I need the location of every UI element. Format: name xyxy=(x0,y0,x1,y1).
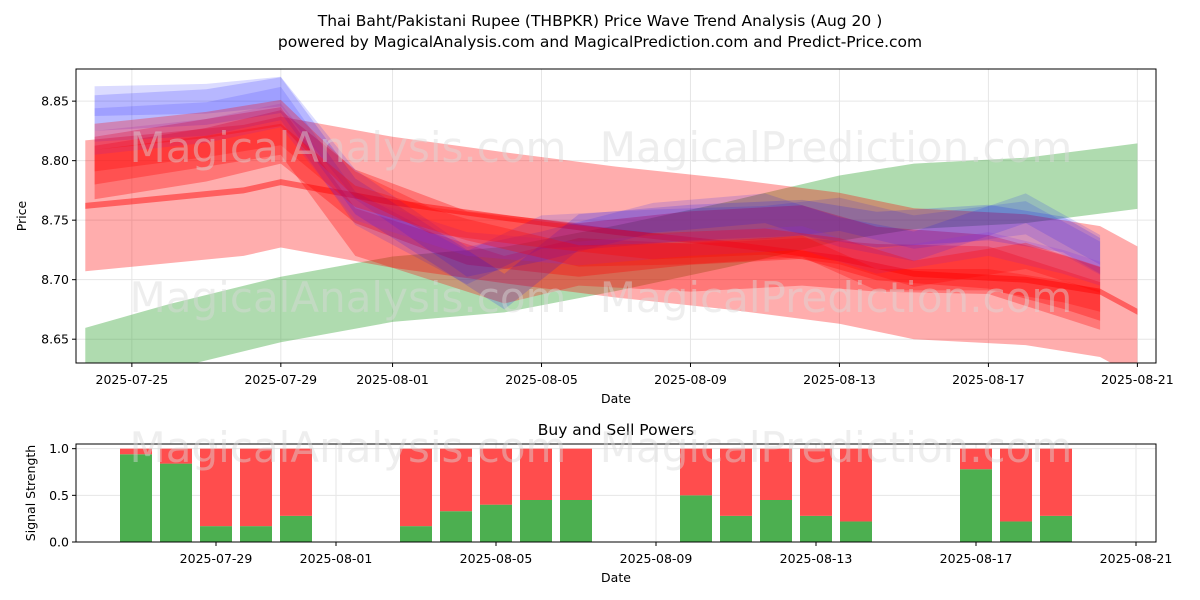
price-band-2 xyxy=(85,179,1138,315)
sell-bar-4 xyxy=(280,448,312,516)
signal-title: Buy and Sell Powers xyxy=(538,421,695,439)
buy-bar-9 xyxy=(560,500,592,542)
buy-bar-2 xyxy=(200,526,232,542)
price-xtick-label-5: 2025-08-13 xyxy=(803,372,876,387)
sell-bar-17 xyxy=(1040,448,1072,516)
buy-bar-17 xyxy=(1040,515,1072,542)
price-xtick-label-0: 2025-07-25 xyxy=(96,372,169,387)
buy-bar-4 xyxy=(280,515,312,542)
sell-bar-9 xyxy=(560,448,592,500)
signal-xtick-label-0: 2025-07-29 xyxy=(180,551,253,566)
buy-bar-15 xyxy=(960,469,992,542)
sell-bar-14 xyxy=(840,448,872,522)
buy-bar-12 xyxy=(760,500,792,542)
buy-bar-5 xyxy=(400,526,432,542)
sell-bar-13 xyxy=(800,448,832,516)
price-ytick-label-2: 8.75 xyxy=(41,213,69,228)
price-xlabel: Date xyxy=(601,391,631,406)
buy-bar-0 xyxy=(120,454,152,542)
price-xtick-label-4: 2025-08-09 xyxy=(654,372,727,387)
price-band-1 xyxy=(85,116,1138,363)
signal-xtick-label-5: 2025-08-17 xyxy=(940,551,1013,566)
price-ytick-label-4: 8.85 xyxy=(41,94,69,109)
price-ytick-label-3: 8.80 xyxy=(41,153,69,168)
buy-bar-8 xyxy=(520,500,552,542)
signal-xtick-label-4: 2025-08-13 xyxy=(780,551,853,566)
signal-ylabel: Signal Strength xyxy=(23,445,38,541)
signal-xtick-label-1: 2025-08-01 xyxy=(300,551,373,566)
price-band-9 xyxy=(94,99,1101,293)
watermark-analysis-bottom: MagicalAnalysis.com xyxy=(130,423,567,472)
watermark-analysis-top: MagicalAnalysis.com xyxy=(130,123,567,172)
watermark-analysis-mid: MagicalAnalysis.com xyxy=(130,273,567,322)
sell-bar-0 xyxy=(120,448,152,455)
chart-title-line1: Thai Baht/Pakistani Rupee (THBPKR) Price… xyxy=(317,12,883,30)
sell-bar-1 xyxy=(160,448,192,464)
buy-bar-10 xyxy=(680,495,712,542)
price-band-6 xyxy=(94,76,1101,277)
signal-xtick-label-6: 2025-08-21 xyxy=(1100,551,1173,566)
signal-xtick-label-2: 2025-08-05 xyxy=(460,551,533,566)
signal-xtick-label-3: 2025-08-09 xyxy=(620,551,693,566)
price-ytick-label-0: 8.65 xyxy=(41,332,69,347)
price-xtick-label-3: 2025-08-05 xyxy=(505,372,578,387)
signal-xlabel: Date xyxy=(601,570,631,585)
sell-bar-7 xyxy=(480,448,512,505)
sell-bar-16 xyxy=(1000,448,1032,522)
price-band-3 xyxy=(94,110,1101,321)
price-ytick-label-1: 8.70 xyxy=(41,272,69,287)
sell-bar-6 xyxy=(440,448,472,512)
sell-bar-2 xyxy=(200,448,232,527)
watermark-prediction-mid: MagicalPrediction.com xyxy=(600,273,1073,322)
signal-ytick-label-0: 0.0 xyxy=(49,535,69,550)
price-ylabel: Price xyxy=(14,200,29,231)
sell-bar-10 xyxy=(680,448,712,496)
price-band-10 xyxy=(94,123,1101,312)
price-band-0 xyxy=(85,143,1138,363)
buy-bar-3 xyxy=(240,526,272,542)
sell-bar-12 xyxy=(760,448,792,500)
price-chart-panel: 2025-07-25 2025-07-29 2025-08-01 2025-08-05… xyxy=(14,68,1174,406)
price-band-4 xyxy=(94,107,1101,330)
signal-ytick-label-2: 1.0 xyxy=(49,441,69,456)
buy-bar-11 xyxy=(720,515,752,542)
buy-bar-13 xyxy=(800,515,832,542)
price-xtick-label-7: 2025-08-21 xyxy=(1101,372,1174,387)
buy-bar-16 xyxy=(1000,521,1032,542)
sell-bar-15 xyxy=(960,448,992,470)
price-bands xyxy=(85,76,1138,363)
buy-bar-14 xyxy=(840,521,872,542)
sell-bar-11 xyxy=(720,448,752,516)
watermark-prediction-top: MagicalPrediction.com xyxy=(600,123,1073,172)
price-band-8 xyxy=(94,103,1101,286)
chart-title-line2: powered by MagicalAnalysis.com and Magic… xyxy=(278,33,922,51)
price-band-7 xyxy=(94,86,1101,285)
price-band-5 xyxy=(94,77,1101,310)
price-xtick-label-2: 2025-08-01 xyxy=(356,372,429,387)
sell-bar-8 xyxy=(520,448,552,500)
buy-bar-7 xyxy=(480,504,512,542)
sell-bar-5 xyxy=(400,448,432,527)
buy-bar-1 xyxy=(160,463,192,542)
sell-bar-3 xyxy=(240,448,272,527)
price-xtick-label-1: 2025-07-29 xyxy=(244,372,317,387)
watermark-prediction-bottom: MagicalPrediction.com xyxy=(600,423,1073,472)
price-axes-frame xyxy=(75,68,1157,364)
signal-axes-frame xyxy=(75,443,1157,543)
price-xtick-label-6: 2025-08-17 xyxy=(952,372,1025,387)
signal-ytick-label-1: 0.5 xyxy=(49,488,69,503)
buy-bar-6 xyxy=(440,511,472,542)
signal-chart-panel: 2025-07-29 2025-08-01 2025-08-05 2025-08-09… xyxy=(23,421,1172,585)
